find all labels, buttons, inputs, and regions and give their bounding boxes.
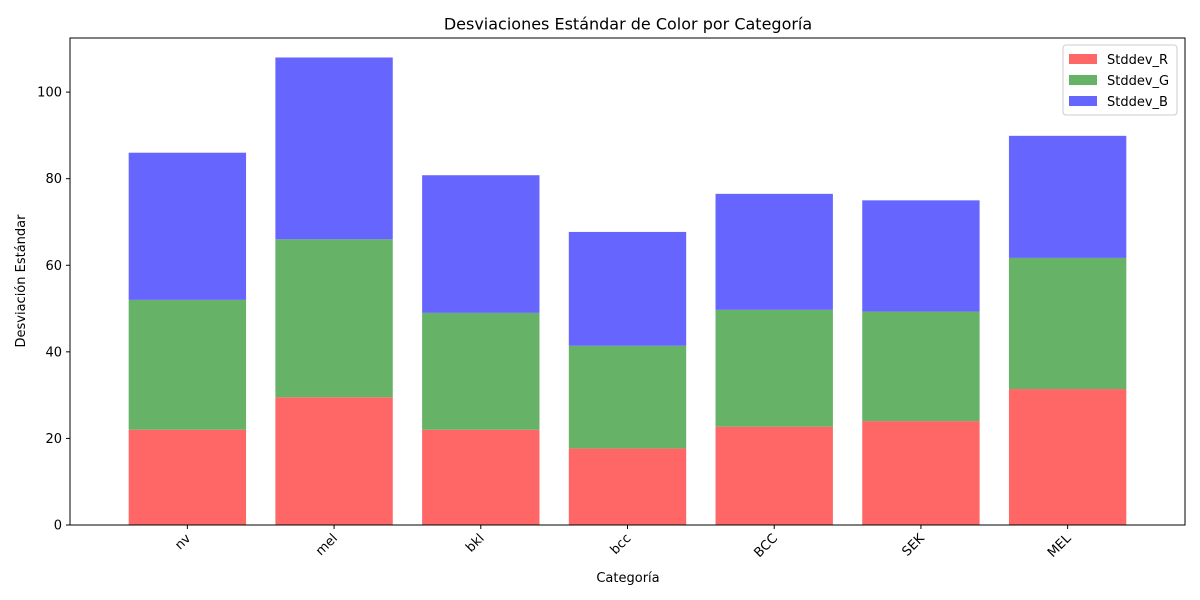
- x-axis-label: Categoría: [596, 571, 659, 586]
- bar-stddev-r-bcc: [715, 426, 833, 525]
- bar-stddev-g-bcc: [568, 345, 687, 449]
- y-tick-label: 100: [37, 86, 62, 101]
- y-axis-label: Desviación Estándar: [14, 214, 29, 348]
- bar-stddev-b-bkl: [422, 175, 540, 313]
- bar-stddev-b-bcc: [568, 231, 687, 346]
- bar-stddev-r-nv: [128, 429, 247, 525]
- y-tick-label: 40: [45, 345, 62, 360]
- bar-stddev-b-sek: [862, 200, 980, 312]
- y-tick-label: 20: [45, 432, 62, 447]
- bar-stddev-r-bkl: [422, 429, 540, 525]
- y-tick-label: 80: [45, 172, 62, 187]
- bars-layer: [128, 57, 1127, 525]
- bar-stddev-g-nv: [128, 299, 247, 430]
- legend-swatch-stddev-g: [1069, 75, 1097, 85]
- bar-stddev-b-bcc: [715, 193, 833, 310]
- bar-stddev-r-mel: [275, 397, 393, 525]
- legend: Stddev_R Stddev_G Stddev_B: [1062, 44, 1178, 116]
- bar-stddev-b-nv: [128, 152, 247, 300]
- bar-stddev-b-mel: [275, 57, 393, 240]
- legend-swatch-stddev-b: [1069, 96, 1097, 106]
- bar-stddev-g-mel: [1008, 257, 1127, 390]
- bar-stddev-g-mel: [275, 239, 393, 398]
- chart-title: Desviaciones Estándar de Color por Categ…: [444, 15, 812, 34]
- bar-stddev-r-mel: [1008, 389, 1127, 525]
- y-tick-label: 0: [54, 519, 62, 534]
- legend-label-stddev-b: Stddev_B: [1107, 95, 1168, 110]
- bar-stddev-g-sek: [862, 311, 980, 422]
- legend-label-stddev-g: Stddev_G: [1107, 74, 1169, 89]
- legend-label-stddev-r: Stddev_R: [1107, 53, 1168, 68]
- bar-stddev-r-sek: [862, 421, 980, 525]
- legend-swatch-stddev-r: [1069, 54, 1097, 64]
- bar-stddev-g-bcc: [715, 309, 833, 427]
- bar-stddev-r-bcc: [568, 448, 687, 525]
- y-tick-label: 60: [45, 259, 62, 274]
- bar-stddev-b-mel: [1008, 135, 1127, 258]
- bar-stddev-g-bkl: [422, 312, 540, 430]
